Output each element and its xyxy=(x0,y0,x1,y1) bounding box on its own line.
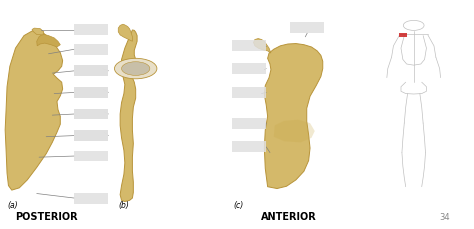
FancyBboxPatch shape xyxy=(232,142,266,153)
Polygon shape xyxy=(5,31,63,190)
FancyBboxPatch shape xyxy=(74,87,109,98)
FancyBboxPatch shape xyxy=(74,45,109,55)
Text: POSTERIOR: POSTERIOR xyxy=(15,211,77,221)
Polygon shape xyxy=(32,29,44,36)
FancyBboxPatch shape xyxy=(290,23,324,34)
FancyBboxPatch shape xyxy=(232,41,266,52)
FancyBboxPatch shape xyxy=(232,64,266,75)
Circle shape xyxy=(115,59,157,79)
FancyBboxPatch shape xyxy=(74,66,109,77)
Polygon shape xyxy=(120,31,137,202)
Polygon shape xyxy=(264,44,323,189)
Polygon shape xyxy=(118,25,132,42)
Text: (c): (c) xyxy=(233,201,244,210)
FancyBboxPatch shape xyxy=(74,87,109,98)
FancyBboxPatch shape xyxy=(232,87,266,98)
FancyBboxPatch shape xyxy=(74,109,109,120)
Text: (b): (b) xyxy=(118,201,129,210)
FancyBboxPatch shape xyxy=(232,118,266,129)
FancyBboxPatch shape xyxy=(399,33,407,38)
Polygon shape xyxy=(254,39,271,54)
Polygon shape xyxy=(274,120,315,143)
Text: ANTERIOR: ANTERIOR xyxy=(261,211,317,221)
Circle shape xyxy=(121,63,150,76)
FancyBboxPatch shape xyxy=(74,151,109,162)
Polygon shape xyxy=(36,35,60,48)
FancyBboxPatch shape xyxy=(74,131,109,142)
FancyBboxPatch shape xyxy=(74,25,109,36)
FancyBboxPatch shape xyxy=(74,109,109,120)
FancyBboxPatch shape xyxy=(74,193,109,204)
Text: (a): (a) xyxy=(7,201,18,210)
FancyBboxPatch shape xyxy=(74,131,109,142)
Text: 34: 34 xyxy=(439,212,450,221)
FancyBboxPatch shape xyxy=(74,66,109,77)
